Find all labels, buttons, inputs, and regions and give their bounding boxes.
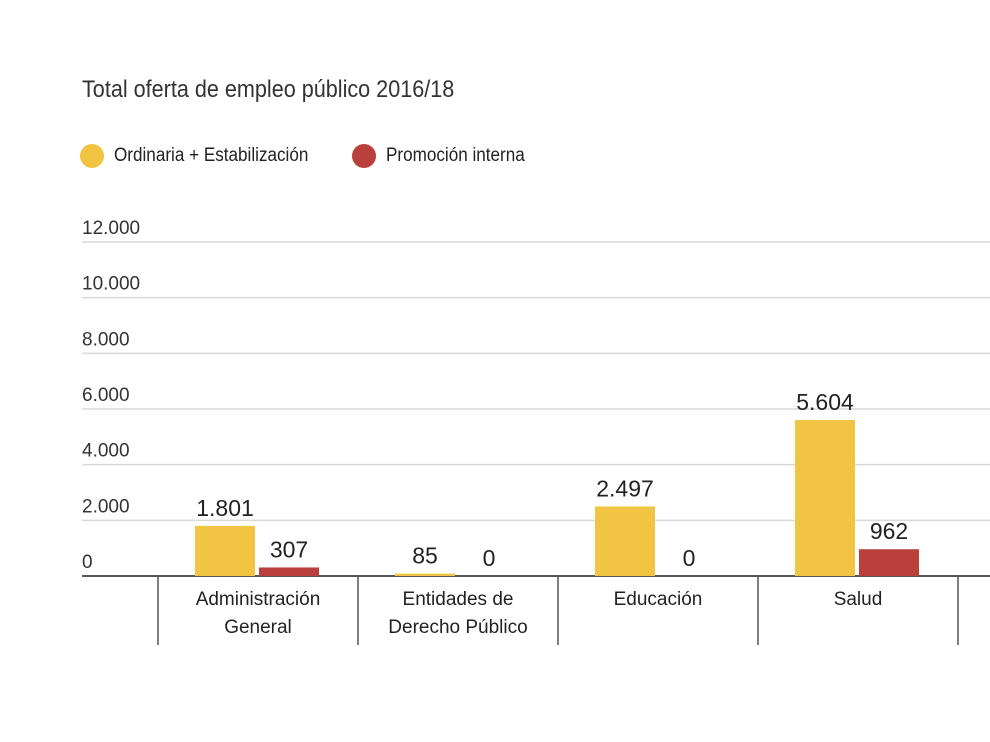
data-label: 85 bbox=[412, 543, 438, 569]
data-label: 5.604 bbox=[796, 389, 854, 415]
y-tick-label: 0 bbox=[82, 552, 93, 573]
bar-promocion bbox=[859, 549, 919, 576]
y-tick-label: 2.000 bbox=[82, 496, 130, 517]
y-tick-label: 12.000 bbox=[82, 218, 140, 239]
bar-promocion bbox=[259, 567, 319, 576]
legend-label-ordinaria: Ordinaria + Estabilización bbox=[114, 145, 309, 166]
legend-swatch-ordinaria bbox=[80, 144, 104, 168]
data-label: 2.497 bbox=[596, 476, 654, 502]
legend: Ordinaria + Estabilización Promoción int… bbox=[80, 144, 562, 168]
x-tick-label: Entidades de bbox=[403, 589, 514, 610]
bar-ordinaria bbox=[195, 525, 255, 576]
x-tick-label: Salud bbox=[834, 589, 883, 610]
legend-item-ordinaria: Ordinaria + Estabilización bbox=[80, 144, 330, 168]
x-tick-label: Administración bbox=[196, 589, 321, 610]
bar-ordinaria bbox=[395, 573, 455, 576]
data-label: 1.801 bbox=[196, 495, 254, 521]
chart-title: Total oferta de empleo público 2016/18 bbox=[82, 76, 455, 103]
x-tick-label: Derecho Público bbox=[388, 617, 527, 638]
data-label: 0 bbox=[483, 545, 496, 571]
y-tick-label: 6.000 bbox=[82, 385, 130, 406]
y-tick-label: 8.000 bbox=[82, 329, 130, 350]
legend-label-promocion: Promoción interna bbox=[385, 145, 525, 166]
legend-item-promocion: Promoción interna bbox=[351, 144, 540, 168]
data-label: 962 bbox=[870, 518, 908, 544]
bar-ordinaria bbox=[595, 506, 655, 576]
x-tick-label: Educación bbox=[614, 589, 703, 610]
y-tick-label: 10.000 bbox=[82, 274, 140, 295]
x-tick-label: General bbox=[224, 617, 292, 638]
y-tick-label: 4.000 bbox=[82, 441, 130, 462]
legend-swatch-promocion bbox=[351, 144, 376, 168]
bar-ordinaria bbox=[795, 420, 855, 576]
data-label: 307 bbox=[270, 536, 308, 562]
data-label: 0 bbox=[683, 545, 696, 571]
